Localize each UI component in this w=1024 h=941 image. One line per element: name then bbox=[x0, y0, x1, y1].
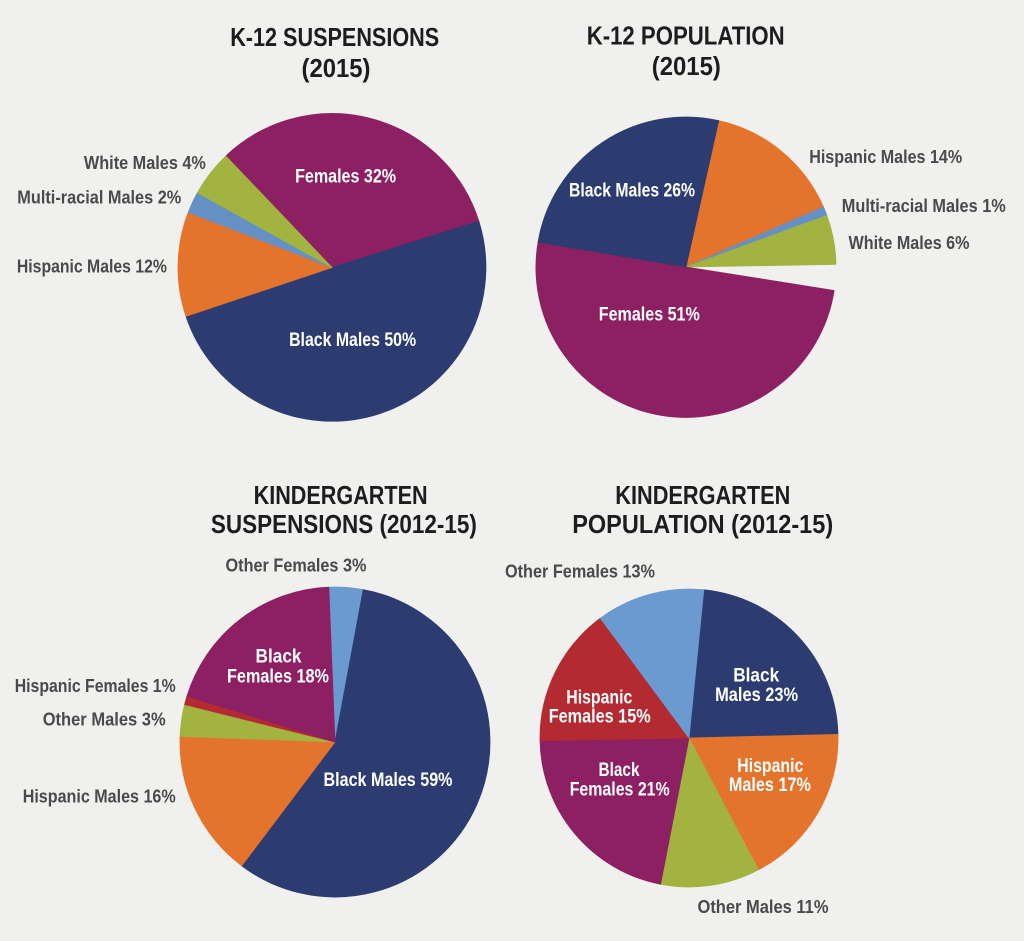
svg-text:Hispanic Females 1%: Hispanic Females 1% bbox=[15, 676, 176, 696]
svg-text:Other Females 13%: Other Females 13% bbox=[505, 562, 655, 582]
svg-text:Females 15%: Females 15% bbox=[549, 706, 651, 728]
svg-text:K-12 POPULATION: K-12 POPULATION bbox=[587, 21, 785, 51]
svg-text:Multi-racial Males 1%: Multi-racial Males 1% bbox=[842, 196, 1006, 216]
svg-text:POPULATION (2012-15): POPULATION (2012-15) bbox=[572, 509, 833, 539]
svg-text:Black: Black bbox=[256, 646, 302, 668]
svg-text:Males 23%: Males 23% bbox=[715, 684, 798, 706]
svg-text:White Males 6%: White Males 6% bbox=[849, 233, 970, 253]
svg-text:Black Males 59%: Black Males 59% bbox=[324, 769, 453, 791]
svg-text:Hispanic Males 12%: Hispanic Males 12% bbox=[17, 256, 167, 276]
svg-text:Females 21%: Females 21% bbox=[570, 778, 670, 800]
svg-text:Females 32%: Females 32% bbox=[295, 165, 396, 187]
svg-text:Black: Black bbox=[733, 665, 779, 687]
svg-text:Females 18%: Females 18% bbox=[227, 666, 329, 688]
svg-text:KINDERGARTEN: KINDERGARTEN bbox=[254, 480, 428, 510]
svg-text:Hispanic Males 14%: Hispanic Males 14% bbox=[809, 147, 962, 167]
svg-text:Black Males 26%: Black Males 26% bbox=[569, 179, 695, 201]
svg-text:(2015): (2015) bbox=[652, 51, 721, 81]
svg-text:Black Males 50%: Black Males 50% bbox=[289, 329, 416, 351]
svg-text:Other Females 3%: Other Females 3% bbox=[226, 555, 367, 575]
svg-text:Females 51%: Females 51% bbox=[599, 303, 700, 325]
svg-text:K-12 SUSPENSIONS: K-12 SUSPENSIONS bbox=[230, 22, 439, 52]
svg-text:Hispanic Males 16%: Hispanic Males 16% bbox=[23, 786, 176, 806]
svg-text:KINDERGARTEN: KINDERGARTEN bbox=[615, 480, 790, 510]
svg-text:Black: Black bbox=[599, 759, 640, 781]
svg-text:Other Males 11%: Other Males 11% bbox=[698, 897, 829, 917]
svg-text:Multi-racial Males 2%: Multi-racial Males 2% bbox=[17, 188, 181, 208]
svg-text:SUSPENSIONS (2012-15): SUSPENSIONS (2012-15) bbox=[211, 509, 477, 539]
svg-text:(2015): (2015) bbox=[302, 53, 371, 83]
svg-text:Hispanic: Hispanic bbox=[737, 755, 803, 777]
svg-text:Males 17%: Males 17% bbox=[729, 774, 811, 796]
svg-text:Other Males 3%: Other Males 3% bbox=[43, 710, 166, 730]
svg-text:White Males 4%: White Males 4% bbox=[84, 153, 206, 173]
svg-text:Hispanic: Hispanic bbox=[566, 686, 632, 708]
